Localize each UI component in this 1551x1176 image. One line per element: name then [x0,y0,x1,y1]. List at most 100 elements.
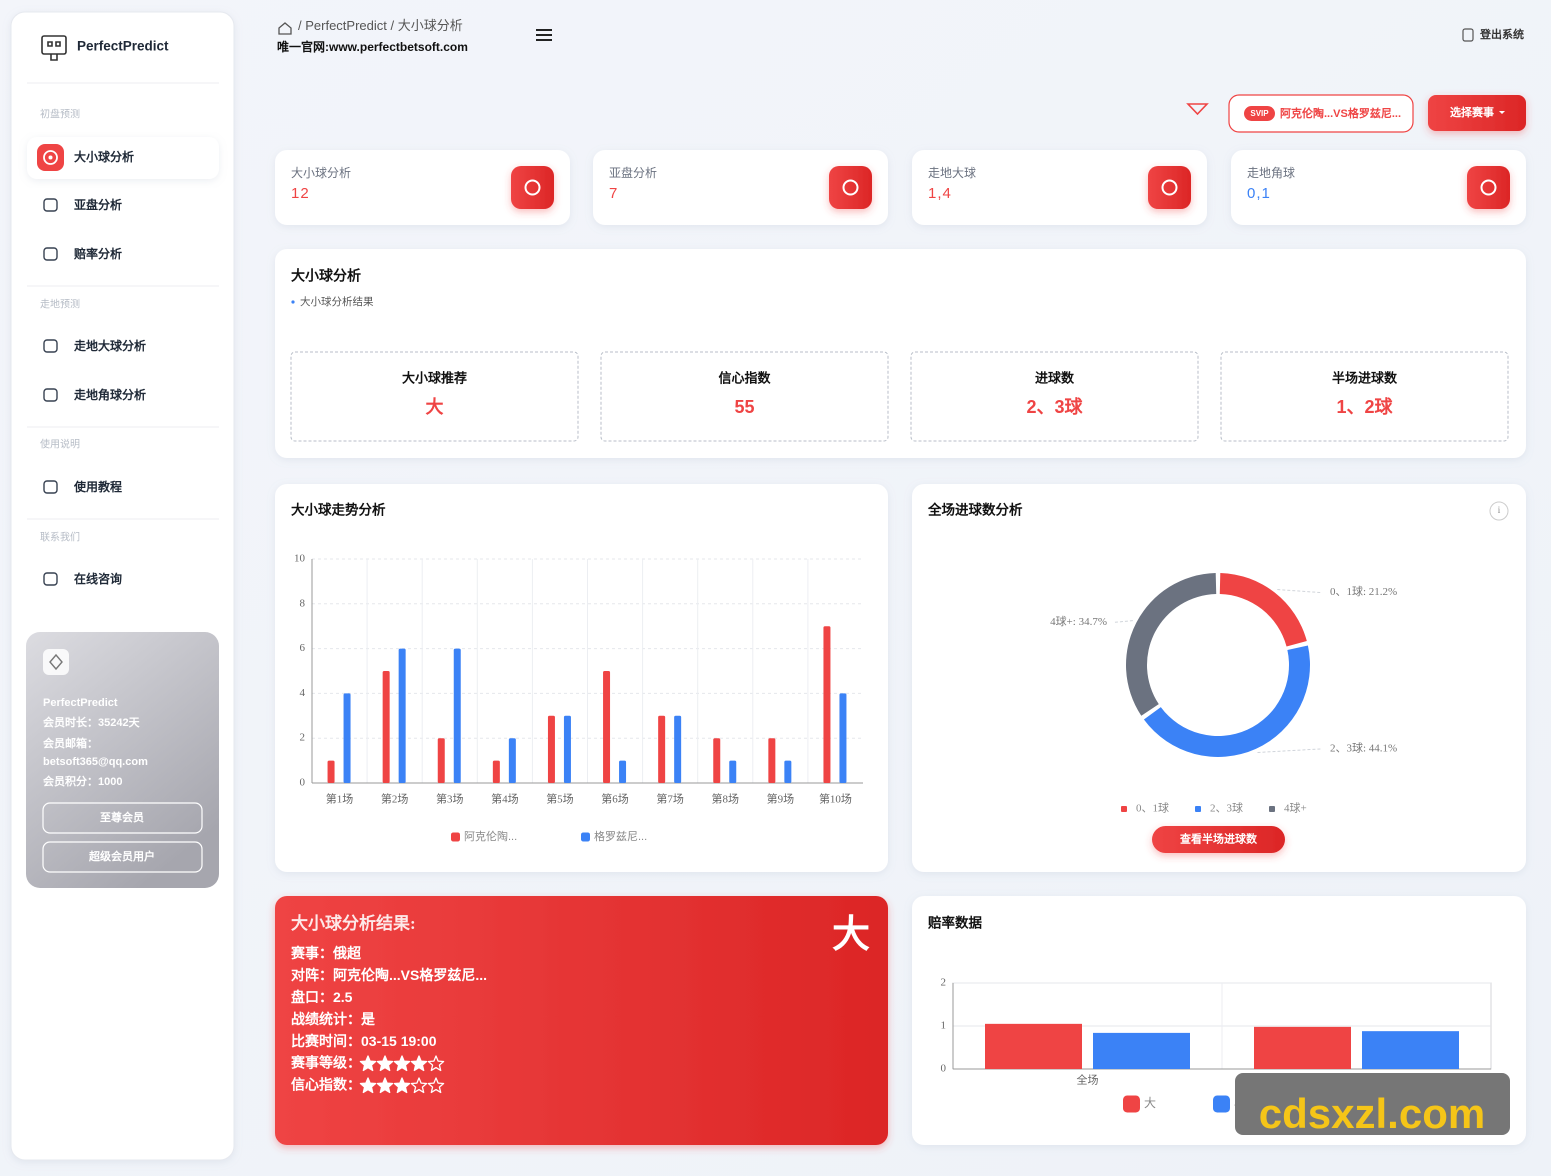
caret [1499,111,1505,114]
donut-segment [1143,645,1311,758]
x-tick-label: 全场 [1077,1073,1099,1087]
menu-item[interactable]: 走地角球分析 [43,387,146,402]
button-bg [1152,826,1285,853]
stat-icon [842,179,859,196]
result-line: 盘口：2.5 [291,989,353,1005]
rating-label: 赛事等级： [290,1055,361,1071]
logout-icon [1462,28,1474,42]
button-label: 查看半场进球数 [1180,831,1258,845]
legend-label: 阿克伦陶... [464,829,517,843]
member-button[interactable]: 超级会员用户 [42,841,203,873]
member-icon [49,653,63,671]
line-label: 战绩统计： [291,1011,361,1027]
logo-mark [47,41,61,61]
legend-label: 格罗兹尼... [594,829,647,843]
stat-card [1231,150,1526,225]
stat-icon [524,179,541,196]
x-tick-label: 第8场 [712,792,740,806]
bar [619,760,627,783]
stat-card [912,150,1207,225]
menu-item[interactable]: 走地大球分析 [43,338,146,353]
menu-icon [43,247,58,261]
line-label: 盘口： [291,989,333,1005]
x-tick-label: 第7场 [656,792,684,806]
leader-line [1277,589,1323,594]
menu-label: 使用教程 [73,479,122,494]
line-label: 对阵： [291,967,333,983]
watermark: cdsxzl.com [1259,1090,1485,1137]
menu-item[interactable]: 大小球分析 [27,137,219,179]
bar [382,671,390,783]
bar [437,738,445,783]
result-line: 对阵：阿克伦陶...VS格罗兹尼... [291,967,487,983]
member-text: PerfectPredict [43,697,118,709]
breadcrumb-item[interactable]: PerfectPredict [305,18,387,33]
stat-icon-bg [511,166,554,209]
logout-label: 登出系统 [1479,27,1524,41]
badge-bg [1244,106,1275,121]
stat-value: 1,4 [928,185,952,202]
menu-item[interactable]: 亚盘分析 [43,197,122,212]
star [359,1077,377,1094]
bar [453,648,461,783]
badge: SVIP [1250,109,1269,118]
member-button[interactable]: 至尊会员 [42,802,203,834]
analysis-box [910,351,1199,442]
menu-icon [43,388,58,402]
stat-icon [1161,179,1178,196]
line-value: 03-15 19:00 [361,1033,437,1049]
box-label: 进球数 [1035,370,1075,385]
dropdown-triangle [1186,103,1209,116]
match-picker[interactable]: SVIP 阿克伦陶...VS格罗兹尼... [1228,94,1414,133]
legend-swatch [1213,1095,1230,1113]
legend-swatch [451,832,460,842]
brand: PerfectPredict [77,39,169,54]
menu-item[interactable]: 使用教程 [43,479,122,494]
section-title: 联系我们 [40,531,80,544]
card-title: 大小球走势分析 [291,502,386,518]
stat-icon-bg [829,166,872,209]
half-time-button[interactable]: 查看半场进球数 [1152,826,1285,853]
stat-label: 大小球分析 [291,166,351,180]
member-text: 会员积分：1000 [43,774,122,788]
y-tick-label: 2 [300,732,306,744]
member-text: 会员时长：35242天 [43,715,141,729]
logo-icon [41,35,67,61]
active-bg [27,137,219,179]
y-tick-label: 8 [300,597,306,609]
bar [327,760,335,783]
x-tick-label: 第1场 [326,792,354,806]
donut-segment [1219,573,1307,647]
box-value: 大 [426,396,444,417]
line-label: 赛事： [290,945,333,961]
x-tick-label: 第9场 [767,792,795,806]
data-label: 0、1球: 21.2% [1330,584,1397,598]
result-title: 大小球分析结果: [291,913,416,933]
menu-label: 赔率分析 [73,246,122,261]
line-value: 是 [361,1011,376,1027]
bar [1093,1032,1190,1069]
button-label: 至尊会员 [100,810,144,824]
menu-item[interactable]: 赔率分析 [43,246,122,261]
y-tick-label: 0 [300,777,306,789]
analysis-box [290,351,579,442]
menu-label: 大小球分析 [74,149,134,164]
logout[interactable]: 登出系统 [1462,27,1524,42]
menu-item[interactable]: 在线咨询 [43,571,122,586]
menu-toggle[interactable] [536,29,552,41]
menu-icon [43,198,58,212]
star [393,1077,411,1094]
bar [658,715,666,783]
stat-icon-bg [1148,166,1191,209]
section-title: 初盘预测 [40,108,80,121]
stat-value: 12 [291,185,310,202]
box-label: 半场进球数 [1332,370,1398,385]
bar [713,738,721,783]
select-button[interactable]: 选择赛事 [1428,95,1526,131]
menu-label: 走地角球分析 [74,387,146,402]
legend-label: 4球+ [1284,801,1307,815]
bar [603,671,611,783]
member-card [26,632,219,888]
